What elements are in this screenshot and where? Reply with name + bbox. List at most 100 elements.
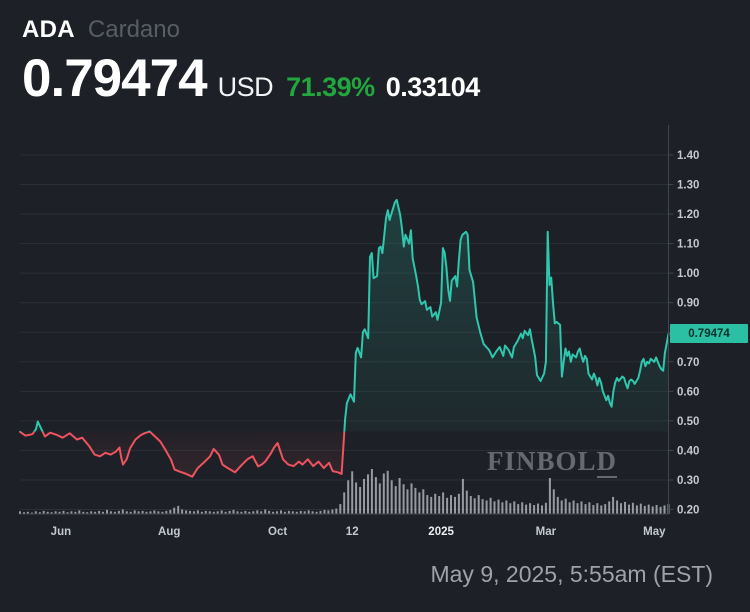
ticker-symbol: ADA (22, 16, 75, 43)
volume-bar (402, 484, 405, 514)
volume-bar (418, 492, 421, 514)
volume-bar (481, 499, 484, 514)
y-tick-label: 1.30 (677, 180, 699, 192)
volume-bar (145, 511, 148, 515)
volume-bar (26, 511, 29, 515)
volume-bar (446, 497, 449, 514)
volume-bar (572, 500, 575, 514)
volume-bars (19, 469, 670, 515)
volume-bar (208, 511, 211, 514)
price-currency: USD (217, 72, 274, 102)
y-tick-label: 1.40 (677, 150, 699, 162)
volume-bar (537, 503, 539, 514)
volume-bar (461, 478, 464, 514)
volume-bar (390, 480, 393, 515)
volume-bar (224, 511, 227, 515)
volume-bar (58, 511, 61, 515)
volume-bar (19, 511, 21, 514)
y-tick-label: 1.00 (677, 268, 699, 280)
volume-bar (74, 511, 77, 515)
y-tick-label: 0.90 (677, 298, 699, 310)
volume-bar (635, 505, 638, 514)
y-tick-label: 0.60 (677, 386, 699, 398)
volume-bar (189, 510, 191, 515)
volume-bar (157, 511, 160, 514)
volume-bar (42, 510, 45, 515)
volume-bar (276, 511, 278, 514)
area-fill-above-baseline (34, 199, 669, 432)
volume-bar (244, 510, 247, 515)
volume-bar (173, 507, 176, 514)
volume-bar (280, 510, 282, 514)
volume-bar (193, 511, 195, 514)
volume-bar (450, 495, 452, 514)
volume-bar (137, 511, 140, 514)
volume-bar (659, 506, 662, 514)
volume-bar (556, 496, 559, 514)
volume-bar (378, 483, 381, 514)
volume-bar (643, 505, 646, 514)
volume-bar (541, 505, 543, 514)
volume-bar (283, 511, 286, 515)
volume-bar (311, 511, 314, 514)
chart-timestamp: May 9, 2025, 5:55am (EST) (430, 561, 713, 587)
volume-bar (521, 502, 524, 514)
y-axis-labels: 1.401.301.201.101.000.900.800.700.600.50… (668, 150, 699, 517)
volume-bar (414, 487, 417, 514)
volume-bar (576, 503, 579, 514)
volume-bar (529, 503, 532, 514)
volume-bar (655, 505, 658, 514)
volume-bar (612, 496, 615, 514)
volume-bar (501, 502, 504, 514)
y-tick-label: 0.50 (677, 416, 699, 428)
volume-bar (608, 501, 611, 514)
x-tick-label: May (643, 526, 666, 538)
volume-bar (422, 489, 425, 515)
finbold-watermark-logo: FINBOLD (487, 446, 618, 478)
volume-bar (125, 511, 128, 514)
price-change-percent: 71.39% (286, 72, 375, 102)
volume-bar (90, 511, 93, 514)
x-tick-label: 12 (346, 526, 359, 538)
volume-bar (564, 498, 567, 514)
volume-bar (228, 510, 231, 515)
x-tick-label: 2025 (428, 526, 454, 538)
volume-bar (398, 478, 401, 514)
price-line-up-segment (19, 198, 670, 432)
volume-bar (663, 505, 666, 514)
volume-bar (434, 493, 437, 515)
volume-bar (620, 503, 622, 514)
y-tick-label: 1.10 (677, 239, 699, 251)
volume-bar (509, 503, 512, 514)
volume-bar (580, 501, 583, 514)
volume-bar (584, 504, 587, 514)
volume-bar (165, 510, 168, 515)
volume-bar (200, 511, 203, 515)
x-tick-label: Jun (51, 526, 71, 538)
volume-bar (624, 501, 626, 515)
volume-bar (141, 510, 144, 515)
volume-bar (117, 510, 120, 515)
volume-bar (469, 496, 472, 514)
volume-bar (109, 511, 112, 514)
volume-bar (185, 510, 188, 514)
volume-bar (323, 509, 326, 514)
volume-bar (604, 504, 607, 514)
volume-bar (351, 471, 354, 515)
coin-name: Cardano (87, 16, 180, 43)
x-tick-label: Oct (268, 526, 287, 538)
volume-bar (533, 505, 536, 514)
finbold-watermark-text: FINBOL (487, 446, 597, 476)
volume-bar (513, 501, 516, 514)
volume-bar (30, 512, 33, 514)
volume-bar (485, 500, 488, 514)
volume-bar (639, 503, 642, 514)
volume-bar (493, 501, 496, 514)
volume-bar (106, 509, 108, 514)
volume-bar (291, 511, 294, 514)
volume-bar (631, 502, 634, 515)
volume-bar (568, 502, 571, 514)
volume-bar (38, 512, 41, 514)
y-tick-label: 0.70 (677, 357, 699, 369)
